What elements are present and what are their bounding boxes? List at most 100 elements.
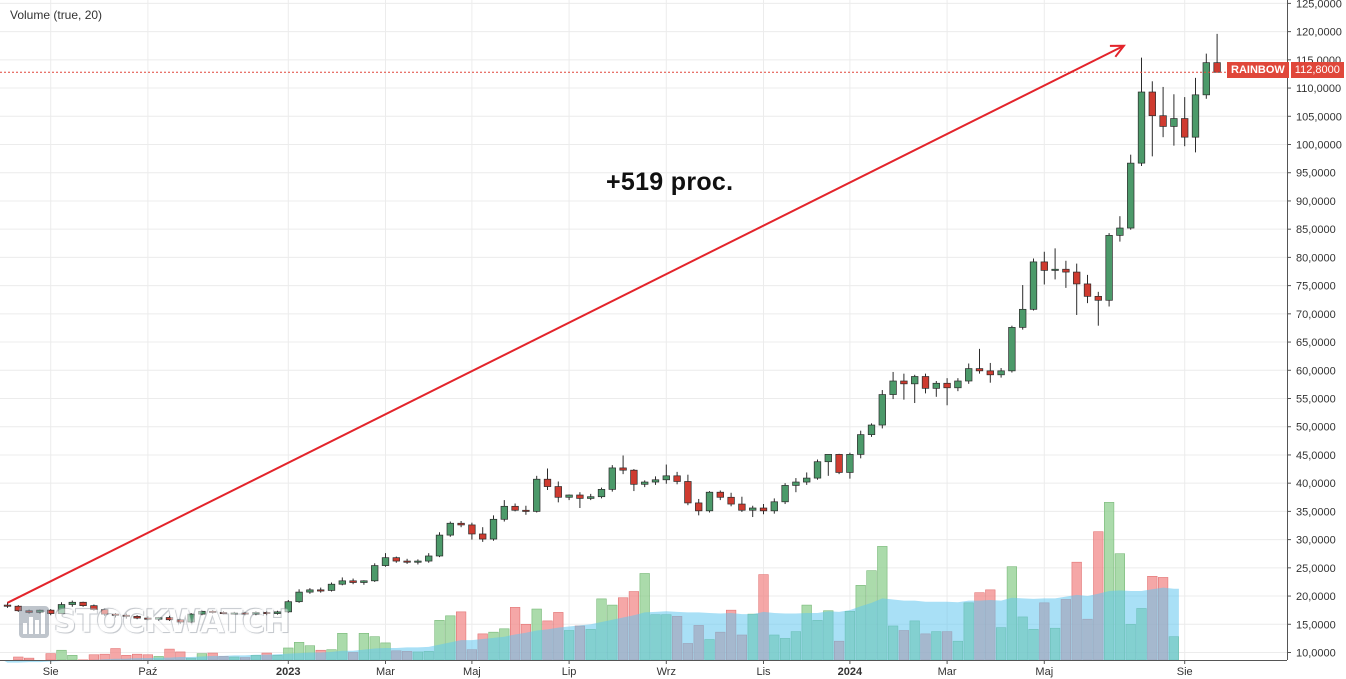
candle-body bbox=[533, 478, 541, 512]
candle-body bbox=[446, 522, 454, 536]
candle-body bbox=[911, 376, 919, 385]
candle-body bbox=[813, 461, 822, 479]
candle-body bbox=[468, 524, 476, 535]
candle-body bbox=[435, 534, 444, 557]
y-tick-label: 120,0000 bbox=[1296, 27, 1342, 39]
candle-body bbox=[1213, 62, 1221, 73]
candle-body bbox=[1170, 118, 1178, 127]
y-tick-label: 75,0000 bbox=[1296, 281, 1336, 293]
x-tick-label: 2024 bbox=[838, 666, 863, 678]
x-tick-label: Paź bbox=[138, 666, 157, 678]
candle-body bbox=[273, 611, 282, 614]
x-tick-label: Maj bbox=[463, 666, 481, 678]
y-tick-label: 15,0000 bbox=[1296, 619, 1336, 631]
volume-bar bbox=[110, 648, 121, 661]
candle-body bbox=[511, 505, 519, 511]
candle-body bbox=[338, 580, 346, 585]
y-tick-label: 70,0000 bbox=[1296, 309, 1336, 321]
volume-bar bbox=[67, 655, 78, 661]
candle-body bbox=[900, 380, 908, 385]
candle-body bbox=[403, 560, 411, 563]
candle-body bbox=[965, 368, 973, 382]
candle-body bbox=[1148, 91, 1156, 117]
candle-body bbox=[1083, 283, 1092, 297]
candle-body bbox=[500, 505, 508, 520]
volume-bar bbox=[23, 657, 35, 661]
candle-body bbox=[3, 604, 12, 607]
candle-body bbox=[803, 477, 811, 483]
price-axis-ticks: 125,0000 120,0000 115,0000 110,0000 105,0000… bbox=[1287, 0, 1342, 660]
y-tick-label: 110,0000 bbox=[1296, 83, 1341, 95]
candle-body bbox=[489, 518, 498, 540]
x-tick-label: Mar bbox=[376, 666, 395, 678]
candle-body bbox=[101, 609, 109, 615]
candle-body bbox=[360, 580, 368, 583]
stockwatch-watermark: STOCKWATCH bbox=[18, 603, 290, 641]
candle-body bbox=[867, 424, 876, 435]
candle-body bbox=[1062, 268, 1070, 273]
price-candles bbox=[3, 33, 1221, 624]
arrow-head bbox=[1109, 44, 1126, 58]
candle-body bbox=[1105, 235, 1113, 301]
volume-bar bbox=[13, 656, 24, 661]
y-tick-label: 30,0000 bbox=[1296, 535, 1336, 547]
y-tick-label: 35,0000 bbox=[1296, 506, 1336, 518]
y-tick-label: 60,0000 bbox=[1296, 365, 1336, 377]
last-price-value: 112,8000 bbox=[1290, 62, 1344, 78]
y-tick-label: 65,0000 bbox=[1296, 337, 1336, 349]
candle-body bbox=[425, 555, 433, 562]
bar-chart-icon bbox=[19, 606, 49, 638]
y-tick-label: 45,0000 bbox=[1296, 450, 1336, 462]
candle-body bbox=[306, 589, 314, 593]
y-tick-label: 10,0000 bbox=[1296, 648, 1336, 660]
candle-body bbox=[738, 503, 746, 511]
candle-body bbox=[79, 601, 87, 607]
candle-body bbox=[597, 489, 606, 498]
candle-body bbox=[619, 467, 627, 471]
last-price-badge: RAINBOW 112,8000 bbox=[1227, 62, 1344, 78]
candle-body bbox=[68, 601, 76, 605]
candle-body bbox=[392, 557, 400, 562]
candle-body bbox=[705, 491, 714, 512]
candle-body bbox=[144, 617, 152, 620]
candle-body bbox=[457, 522, 465, 526]
candle-body bbox=[630, 469, 638, 485]
x-tick-label: Lip bbox=[562, 666, 577, 678]
candle-body bbox=[1008, 327, 1016, 372]
arrow-shaft bbox=[7, 44, 1125, 604]
candle-body bbox=[975, 368, 984, 372]
candle-body bbox=[781, 485, 789, 503]
candle-body bbox=[155, 617, 163, 620]
x-tick-label: Mar bbox=[938, 666, 957, 678]
candle-body bbox=[284, 601, 292, 613]
ticker-label: RAINBOW bbox=[1227, 62, 1289, 78]
candle-body bbox=[90, 605, 98, 610]
candle-body bbox=[1127, 162, 1135, 229]
candle-body bbox=[770, 501, 778, 512]
candle-body bbox=[716, 491, 724, 498]
candle-body bbox=[1137, 91, 1146, 164]
candle-body bbox=[727, 496, 735, 505]
candle-body bbox=[986, 370, 994, 376]
y-tick-label: 90,0000 bbox=[1296, 196, 1336, 208]
candle-body bbox=[565, 494, 573, 498]
candle-body bbox=[1051, 268, 1059, 271]
y-tick-label: 100,0000 bbox=[1296, 140, 1342, 152]
candle-body bbox=[554, 486, 562, 498]
gain-annotation: +519 proc. bbox=[606, 168, 734, 196]
volume-moving-average-area bbox=[2, 587, 1179, 663]
candle-body bbox=[997, 370, 1005, 376]
candle-body bbox=[608, 467, 616, 490]
y-tick-label: 85,0000 bbox=[1296, 224, 1336, 236]
candle-body bbox=[684, 481, 692, 504]
candle-body bbox=[133, 616, 141, 619]
candle-body bbox=[1159, 115, 1167, 127]
candle-body bbox=[219, 612, 228, 614]
candle-body bbox=[943, 382, 951, 389]
candle-body bbox=[1202, 62, 1210, 96]
candle-body bbox=[111, 613, 120, 616]
time-axis-ticks: Sie Paź 2023 Mar Maj Lip Wrz Lis 2024 Mar Maj Sie bbox=[43, 660, 1193, 678]
candle-body bbox=[759, 507, 768, 512]
candle-body bbox=[371, 565, 379, 582]
x-tick-label: Lis bbox=[756, 666, 771, 678]
